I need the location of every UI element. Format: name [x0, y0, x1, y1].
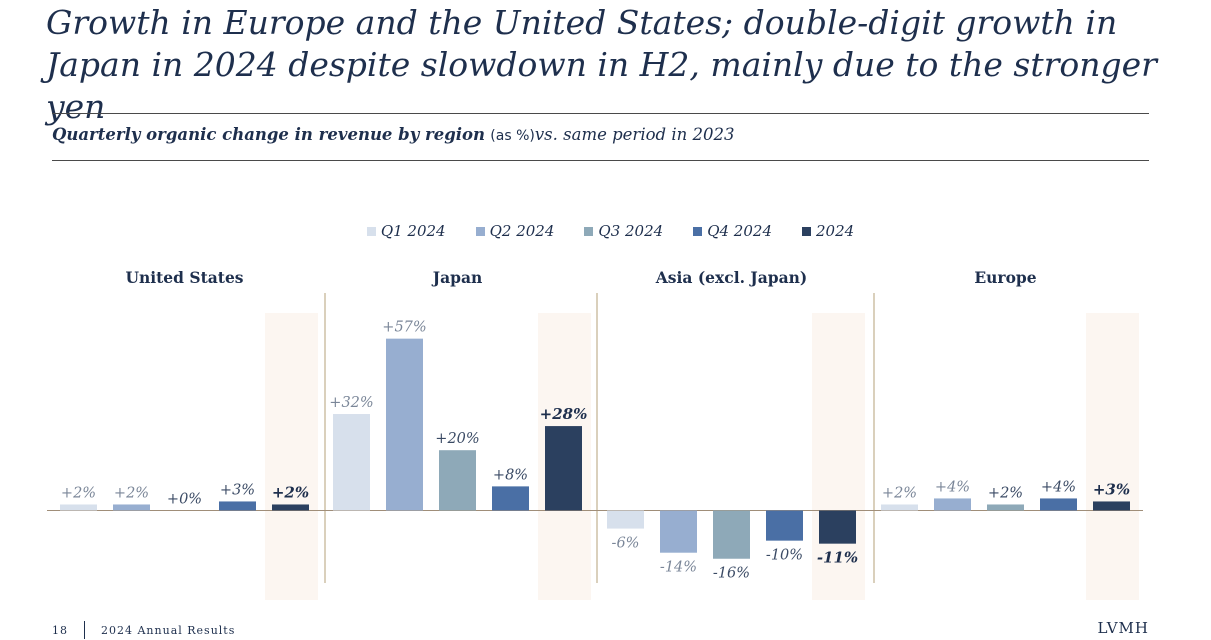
page-number: 18 — [52, 623, 68, 637]
bar-2024-united-states — [272, 504, 309, 511]
bar-q3-2024-europe — [987, 504, 1024, 511]
region-title-europe: Europe — [974, 268, 1036, 287]
subtitle-main: Quarterly organic change in revenue by r… — [52, 125, 486, 144]
bar-q4-2024-asia-excl-japan — [766, 510, 803, 541]
title-divider — [52, 113, 1149, 114]
bar-q4-2024-united-states — [219, 501, 256, 511]
data-label: -10% — [766, 548, 803, 564]
region-title-japan: Japan — [431, 268, 483, 287]
data-label: -6% — [612, 536, 640, 552]
brand-logo: LVMH — [1097, 619, 1149, 637]
data-label: +0% — [167, 492, 202, 508]
legend-label: Q2 2024 — [489, 222, 555, 240]
legend-item-q1-2024: Q1 2024 — [366, 222, 446, 240]
data-label: +3% — [220, 482, 255, 498]
page-title: Growth in Europe and the United States; … — [46, 3, 1157, 126]
bar-q4-2024-japan — [492, 486, 529, 511]
data-label: +2% — [61, 485, 96, 501]
bar-q3-2024-japan — [439, 450, 476, 511]
data-label: +2% — [882, 485, 917, 501]
data-label: -16% — [713, 566, 750, 582]
bar-q2-2024-europe — [934, 498, 971, 511]
data-label: -14% — [660, 560, 697, 576]
legend-swatch — [802, 226, 811, 236]
legend-item-q2-2024: Q2 2024 — [475, 222, 555, 240]
bar-q4-2024-europe — [1040, 498, 1077, 511]
legend-item-2024: 2024 — [802, 222, 854, 240]
data-label: +2% — [988, 485, 1023, 501]
data-label: -11% — [817, 549, 858, 567]
footer-text: 2024 Annual Results — [101, 623, 236, 637]
data-label: +28% — [540, 405, 588, 423]
annual-highlight-band — [265, 313, 318, 600]
legend-swatch — [475, 226, 485, 236]
legend-item-q3-2024: Q3 2024 — [584, 222, 663, 240]
data-label: +57% — [382, 320, 426, 336]
data-label: +2% — [114, 485, 149, 501]
subtitle-divider — [52, 160, 1149, 161]
data-label: +4% — [935, 479, 970, 495]
chart-subtitle: Quarterly organic change in revenue by r… — [52, 125, 734, 144]
data-label: +2% — [272, 483, 309, 501]
bar-2024-asia-excl-japan — [819, 510, 856, 544]
region-title-united-states: United States — [125, 268, 243, 287]
bar-q1-2024-japan — [333, 414, 370, 511]
subtitle-comparison: vs. same period in 2023 — [534, 125, 735, 144]
legend-swatch — [584, 226, 594, 236]
bar-q1-2024-europe — [881, 504, 918, 511]
annual-highlight-band — [1086, 313, 1139, 600]
legend-label: 2024 — [816, 222, 855, 240]
footer-separator — [84, 621, 85, 639]
annual-highlight-band — [812, 313, 865, 600]
legend-label: Q1 2024 — [380, 222, 446, 240]
legend-swatch — [693, 226, 703, 236]
bar-q2-2024-japan — [386, 338, 423, 511]
data-label: +3% — [1093, 480, 1130, 498]
region-title-asia-excl-japan: Asia (excl. Japan) — [655, 268, 808, 287]
data-label: +8% — [493, 467, 528, 483]
bar-q2-2024-united-states — [113, 504, 150, 511]
legend-swatch — [366, 226, 376, 236]
legend-label: Q4 2024 — [707, 222, 772, 240]
data-label: +32% — [329, 395, 373, 411]
legend-item-q4-2024: Q4 2024 — [693, 222, 772, 240]
subtitle-unit: (as %) — [490, 128, 535, 144]
bar-2024-japan — [545, 426, 582, 511]
chart-legend: Q1 2024 Q2 2024 Q3 2024 Q4 2024 2024 — [0, 222, 1211, 240]
bar-q2-2024-asia-excl-japan — [660, 510, 697, 553]
bar-q1-2024-asia-excl-japan — [607, 510, 644, 529]
data-label: +20% — [435, 431, 479, 447]
bar-2024-europe — [1093, 501, 1130, 511]
footer: 18 2024 Annual Results — [52, 621, 235, 639]
bar-q3-2024-asia-excl-japan — [713, 510, 750, 559]
legend-label: Q3 2024 — [598, 222, 664, 240]
data-label: +4% — [1041, 479, 1076, 495]
bar-q1-2024-united-states — [60, 504, 97, 511]
